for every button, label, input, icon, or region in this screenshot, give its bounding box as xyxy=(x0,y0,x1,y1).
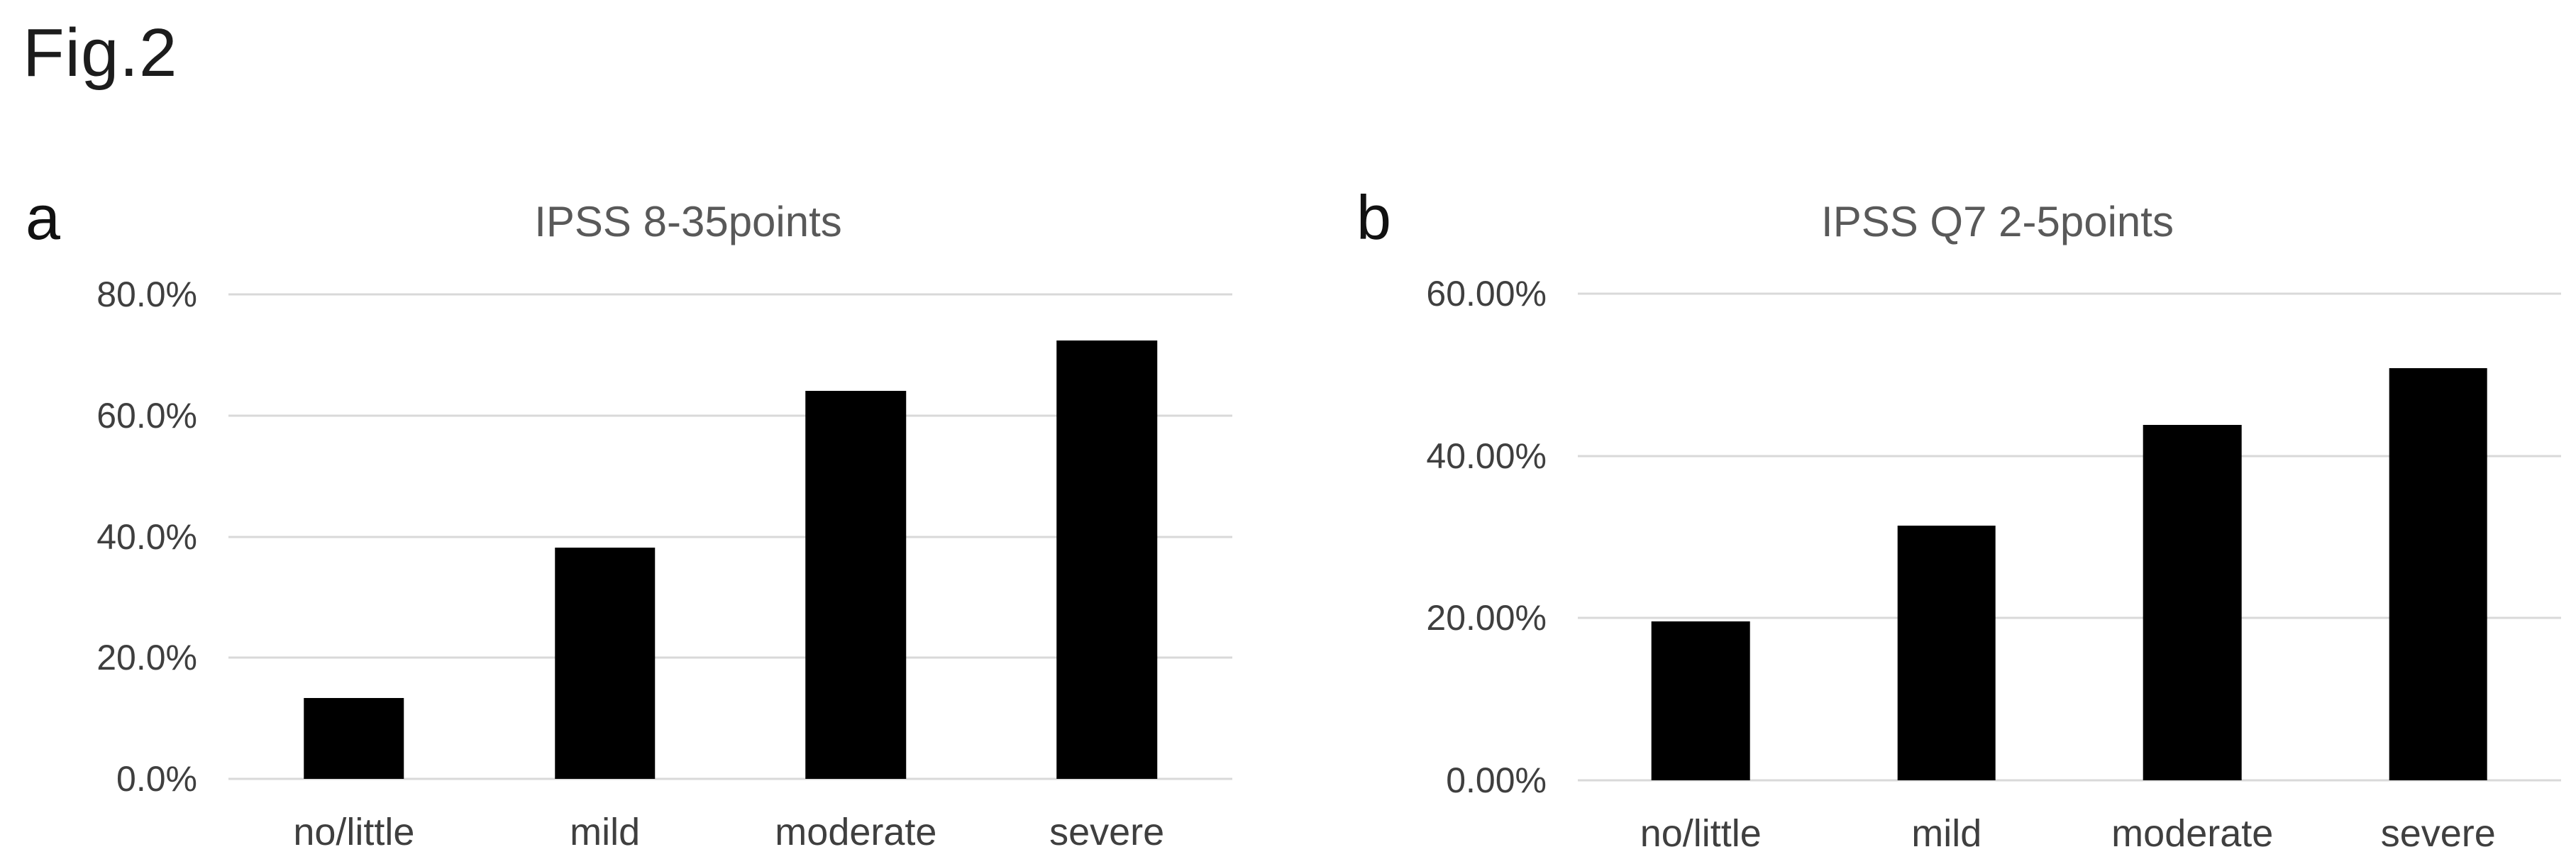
bar-mild xyxy=(554,547,656,779)
bar-moderate xyxy=(2143,425,2242,780)
x-axis-category-label: moderate xyxy=(775,811,937,853)
bar-mild xyxy=(1897,526,1996,780)
bar-severe xyxy=(1056,340,1157,779)
gridline xyxy=(228,656,1232,659)
gridline xyxy=(1578,292,2561,295)
y-axis-tick-label: 60.00% xyxy=(1426,274,1547,314)
panel-a-plot-area: 80.0% 60.0% 40.0% 20.0% 0.0% no/little mild mod… xyxy=(96,275,1232,853)
y-axis-tick-label: 0.00% xyxy=(1446,760,1547,800)
gridline xyxy=(228,777,1232,780)
y-axis-tick-label: 60.0% xyxy=(96,395,197,436)
x-axis-category-label: severe xyxy=(1049,811,1165,853)
panel-b-chart: IPSS Q7 2-5points 60.00% 40.00% 20.00% 0.00… xyxy=(1419,192,2576,858)
y-axis-tick-label: 40.0% xyxy=(96,516,197,557)
y-axis-tick-label: 20.0% xyxy=(96,638,197,678)
x-axis-category-label: mild xyxy=(570,811,641,853)
x-axis-category-label: moderate xyxy=(2111,812,2274,855)
x-axis-category-label: no/little xyxy=(1640,812,1762,855)
y-axis-tick-label: 80.0% xyxy=(96,275,197,314)
y-axis-tick-label: 20.00% xyxy=(1426,598,1547,638)
bar-severe xyxy=(2389,368,2488,780)
panel-a-letter: a xyxy=(26,182,60,253)
gridline xyxy=(228,536,1232,538)
gridline xyxy=(1578,616,2561,619)
panel-a-chart-title: IPSS 8-35points xyxy=(534,198,842,245)
gridline xyxy=(1578,779,2561,782)
gridline xyxy=(228,414,1232,417)
x-axis-category-label: mild xyxy=(1911,812,1982,855)
y-axis-tick-label: 0.0% xyxy=(116,759,197,799)
gridline xyxy=(1578,455,2561,458)
y-axis-tick-label: 40.00% xyxy=(1426,436,1547,476)
bar-moderate xyxy=(805,390,907,779)
bar-no-little xyxy=(1651,621,1750,780)
figure-label: Fig.2 xyxy=(23,15,178,91)
gridline xyxy=(228,293,1232,296)
x-axis-category-label: no/little xyxy=(293,811,415,853)
x-axis-category-label: severe xyxy=(2380,812,2496,855)
panel-b-plot-area: 60.00% 40.00% 20.00% 0.00% no/little mild mode… xyxy=(1426,274,2561,855)
bar-no-little xyxy=(304,698,404,779)
panel-b-chart-title: IPSS Q7 2-5points xyxy=(1821,198,2174,245)
panel-b-letter: b xyxy=(1356,182,1391,253)
panel-a-chart: IPSS 8-35points 80.0% 60.0% 40.0% 20.0% 0.0%… xyxy=(92,192,1284,858)
